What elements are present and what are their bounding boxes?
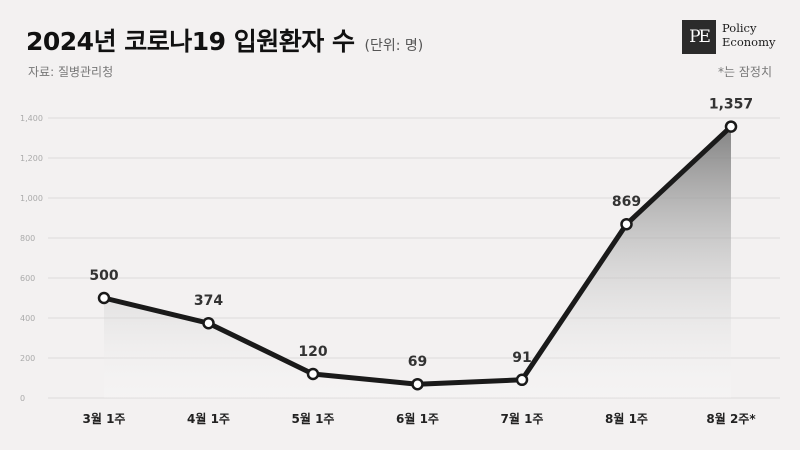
x-tick-label: 4월 1주 (187, 411, 230, 426)
y-tick-label: 400 (20, 314, 35, 323)
x-tick-label: 7월 1주 (501, 411, 544, 426)
y-tick-label: 800 (20, 234, 35, 243)
data-point (306, 367, 320, 381)
logo-text: Policy Economy (722, 21, 776, 49)
policy-economy-logo: PE Policy Economy (682, 20, 792, 56)
data-label: 869 (612, 194, 641, 210)
x-tick-label: 3월 1주 (83, 411, 126, 426)
data-label: 1,357 (709, 97, 753, 113)
unit-label: (단위: 명) (364, 38, 424, 54)
y-tick-label: 200 (20, 354, 35, 363)
chart-title: 2024년 코로나19 입원환자 수 (26, 27, 355, 56)
logo-line-2: Economy (722, 35, 776, 49)
x-tick-label: 8월 1주 (605, 411, 648, 426)
x-tick-label: 5월 1주 (292, 411, 335, 426)
data-label: 374 (194, 293, 223, 309)
x-axis-ticks: 3월 1주 4월 1주 5월 1주 6월 1주 7월 1주 8월 1주 8월 2주* (83, 411, 757, 426)
source-label: 자료: 질병관리청 (28, 65, 114, 79)
data-label: 500 (89, 268, 118, 284)
title-row: 2024년 코로나19 입원환자 수 (단위: 명) (26, 22, 423, 56)
data-point (97, 291, 111, 305)
logo-line-1: Policy (722, 21, 757, 35)
x-tick-label: 8월 2주* (706, 411, 756, 426)
y-tick-label: 0 (20, 394, 25, 403)
y-tick-label: 600 (20, 274, 35, 283)
data-point (411, 377, 424, 391)
data-labels: 500 374 120 69 91 869 1,357 (89, 97, 753, 371)
y-axis-ticks: 0 200 400 600 800 1,000 1,200 1,400 (20, 114, 43, 403)
data-point (202, 316, 215, 330)
logo-mark-icon: PE (682, 20, 716, 54)
x-tick-label: 6월 1주 (396, 411, 439, 426)
series-area (104, 126, 731, 398)
data-label: 120 (298, 344, 327, 360)
y-tick-label: 1,200 (20, 154, 43, 163)
data-point (620, 217, 633, 231)
data-label: 69 (408, 354, 427, 370)
provisional-note: *는 잠정치 (718, 65, 772, 79)
data-label: 91 (512, 350, 531, 366)
data-point (724, 120, 738, 133)
data-points (97, 120, 738, 391)
data-point (515, 373, 529, 387)
y-tick-label: 1,000 (20, 194, 43, 203)
y-tick-label: 1,400 (20, 114, 43, 123)
